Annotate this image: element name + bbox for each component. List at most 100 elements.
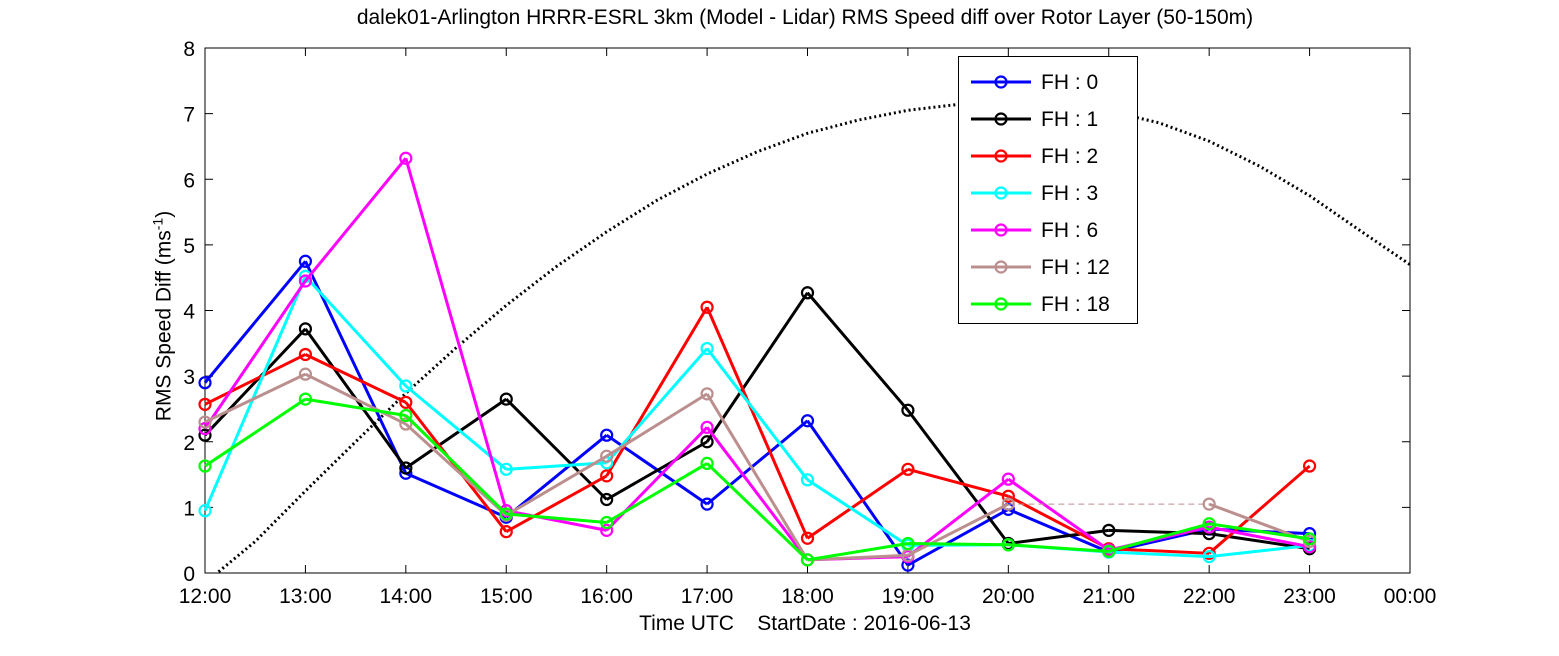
data-point	[298, 347, 313, 362]
series-line-segment	[404, 401, 508, 533]
reference-curve	[215, 100, 1410, 573]
data-point	[399, 151, 413, 165]
legend-label: FH : 12	[1041, 256, 1110, 279]
y-tick-label: 0	[183, 563, 195, 586]
data-point	[700, 387, 714, 401]
legend-swatch	[971, 223, 1031, 237]
series-line-segment	[807, 541, 909, 562]
series-line-segment	[204, 397, 307, 468]
series-line-segment	[404, 397, 508, 470]
data-point	[1302, 532, 1317, 546]
data-point	[600, 515, 614, 530]
y-tick-label: 5	[183, 235, 195, 258]
x-axis: 12:00 13:00 14:00 15:00 16:00 17:00 18:00 19:00…	[179, 48, 1437, 608]
series-line-segment	[705, 291, 809, 443]
data-point	[298, 392, 313, 406]
legend-swatch	[971, 260, 1031, 274]
series-line-segment	[304, 275, 407, 387]
data-point	[700, 341, 714, 356]
data-point	[901, 558, 915, 572]
series-line-segment	[907, 508, 1010, 567]
legend-swatch	[971, 75, 1031, 89]
data-point	[1001, 472, 1015, 486]
series-line-segment	[1108, 522, 1210, 553]
data-point	[1001, 497, 1015, 511]
series-2	[198, 300, 1317, 560]
x-tick-label: 18:00	[781, 585, 834, 608]
series-line-segment	[506, 512, 607, 524]
data-point	[600, 469, 614, 483]
series-line-segment	[605, 347, 709, 464]
y-tick-label: 2	[183, 432, 195, 455]
series-line-segment	[203, 275, 307, 512]
x-tick-label: 16:00	[580, 585, 633, 608]
series-line-segment	[706, 419, 809, 506]
series-line-segment	[907, 541, 1009, 547]
data-point	[1202, 549, 1216, 564]
x-tick-label: 00:00	[1384, 585, 1437, 608]
series-line-segment	[203, 260, 307, 384]
data-point	[800, 286, 815, 300]
legend-label: FH : 6	[1041, 219, 1099, 242]
data-point	[399, 395, 413, 409]
legend-item: FH : 1	[959, 102, 1139, 138]
series-line-segment	[1209, 543, 1310, 559]
series-line-segment	[1007, 477, 1110, 552]
data-point	[198, 397, 212, 411]
series-line-segment	[1008, 543, 1109, 553]
data-point	[901, 536, 915, 551]
data-point	[399, 417, 413, 431]
reference-curve-line	[215, 100, 1410, 573]
data-point	[298, 274, 313, 288]
data-point	[499, 392, 513, 406]
legend-item: FH : 0	[959, 65, 1139, 101]
y-axis: 0 1 2 3 4 5 6 7 8	[183, 38, 1410, 586]
data-point	[1202, 497, 1216, 511]
data-point	[800, 473, 815, 487]
x-tick-label: 22:00	[1183, 585, 1236, 608]
series-line-segment	[1208, 464, 1311, 555]
legend-swatch	[971, 297, 1031, 311]
series-line-segment	[505, 454, 608, 517]
series-line-segment	[906, 409, 1010, 545]
data-point	[901, 462, 915, 476]
data-point	[901, 403, 915, 417]
y-tick-label: 8	[183, 38, 195, 61]
data-point	[198, 428, 212, 442]
y-axis-label: RMS Speed Diff (ms-1)	[149, 210, 176, 422]
series-line-segment	[1208, 522, 1310, 541]
x-tick-label: 23:00	[1283, 585, 1336, 608]
series-line-segment	[806, 478, 909, 547]
x-tick-label: 14:00	[380, 585, 433, 608]
legend-item: FH : 12	[959, 250, 1139, 286]
y-tick-label: 6	[183, 169, 195, 192]
data-point	[700, 456, 714, 471]
data-point	[298, 254, 313, 268]
data-point	[600, 492, 614, 507]
data-point	[198, 415, 212, 429]
series-line-segment	[705, 306, 809, 539]
series-line-segment	[304, 353, 407, 404]
data-point	[1102, 523, 1116, 537]
data-point	[499, 507, 513, 521]
series-line-segment	[505, 398, 608, 501]
series-line-segment	[404, 422, 508, 517]
series-line-segment	[605, 306, 709, 477]
y-tick-label: 7	[183, 104, 195, 127]
x-axis-label: Time UTC StartDate : 2016-06-13	[639, 612, 971, 635]
data-point	[600, 428, 614, 442]
series-line-segment	[506, 461, 607, 471]
series-line-segment	[605, 392, 708, 458]
data-point	[198, 376, 212, 390]
data-point	[298, 322, 313, 336]
legend-label: FH : 0	[1041, 71, 1099, 94]
legend-item: FH : 6	[959, 213, 1139, 249]
data-point	[700, 435, 714, 449]
x-tick-label: 13:00	[279, 585, 332, 608]
chart-title: dalek01-Arlington HRRR-ESRL 3km (Model -…	[356, 6, 1254, 29]
legend-label: FH : 18	[1041, 293, 1110, 316]
data-point	[399, 379, 413, 393]
data-point	[800, 553, 815, 567]
series-line-segment	[304, 157, 407, 282]
